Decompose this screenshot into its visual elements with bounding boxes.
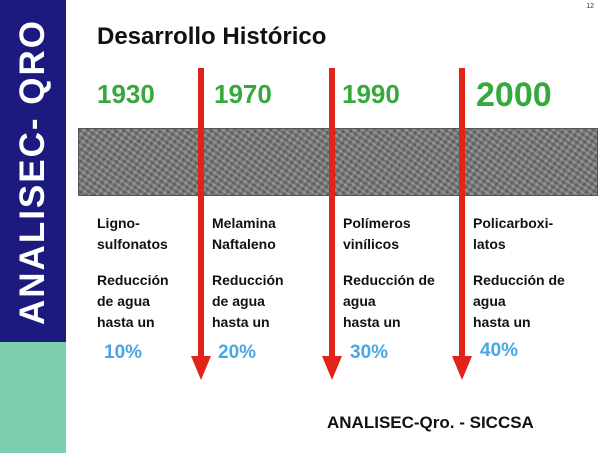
texture-band — [78, 128, 598, 196]
percent-2000: 40% — [480, 340, 519, 361]
material-name: Policarboxi- — [473, 215, 554, 231]
year-1970: 1970 — [214, 79, 272, 109]
slide-number: 12 — [586, 3, 594, 10]
footer-text: ANALISEC-Qro. - SICCSA — [327, 413, 534, 432]
sidebar-label: ANALISEC- QRO — [13, 19, 52, 325]
percent-1930: 10% — [104, 342, 143, 363]
timeline-column-1970: Melamina Naftaleno Reducción de agua has… — [212, 213, 284, 333]
percent-1990: 30% — [350, 342, 389, 363]
year-1930: 1930 — [97, 79, 155, 109]
reduction-text: Reducción — [212, 272, 284, 288]
material-name: Ligno- — [97, 215, 140, 231]
reduction-text: de agua — [97, 293, 150, 309]
reduction-text: Reducción — [97, 272, 169, 288]
material-name: Polímeros — [343, 215, 411, 231]
page-title: Desarrollo Histórico — [97, 23, 327, 50]
reduction-text: Reducción de — [473, 272, 565, 288]
year-1990: 1990 — [342, 79, 400, 109]
material-name-cont: sulfonatos — [97, 236, 168, 252]
material-name-cont: latos — [473, 236, 506, 252]
sidebar-panel: ANALISEC- QRO — [0, 0, 66, 342]
timeline-column-1930: Ligno- sulfonatos Reducción de agua hast… — [97, 213, 169, 333]
reduction-text: Reducción de — [343, 272, 435, 288]
timeline-column-2000: Policarboxi- latos Reducción de agua has… — [473, 213, 565, 333]
reduction-text: hasta un — [343, 314, 401, 330]
sidebar-accent-block — [0, 342, 66, 453]
material-name: Melamina — [212, 215, 276, 231]
percent-1970: 20% — [218, 342, 257, 363]
reduction-text: agua — [343, 293, 376, 309]
reduction-text: de agua — [212, 293, 265, 309]
timeline-arrow-2 — [322, 68, 342, 380]
reduction-text: hasta un — [97, 314, 155, 330]
material-name-cont: Naftaleno — [212, 236, 276, 252]
reduction-text: hasta un — [212, 314, 270, 330]
timeline-arrow-3 — [452, 68, 472, 380]
reduction-text: agua — [473, 293, 506, 309]
reduction-text: hasta un — [473, 314, 531, 330]
year-2000: 2000 — [476, 76, 552, 114]
timeline-column-1990: Polímeros vinílicos Reducción de agua ha… — [343, 213, 435, 333]
material-name-cont: vinílicos — [343, 236, 400, 252]
timeline-arrow-1 — [191, 68, 211, 380]
